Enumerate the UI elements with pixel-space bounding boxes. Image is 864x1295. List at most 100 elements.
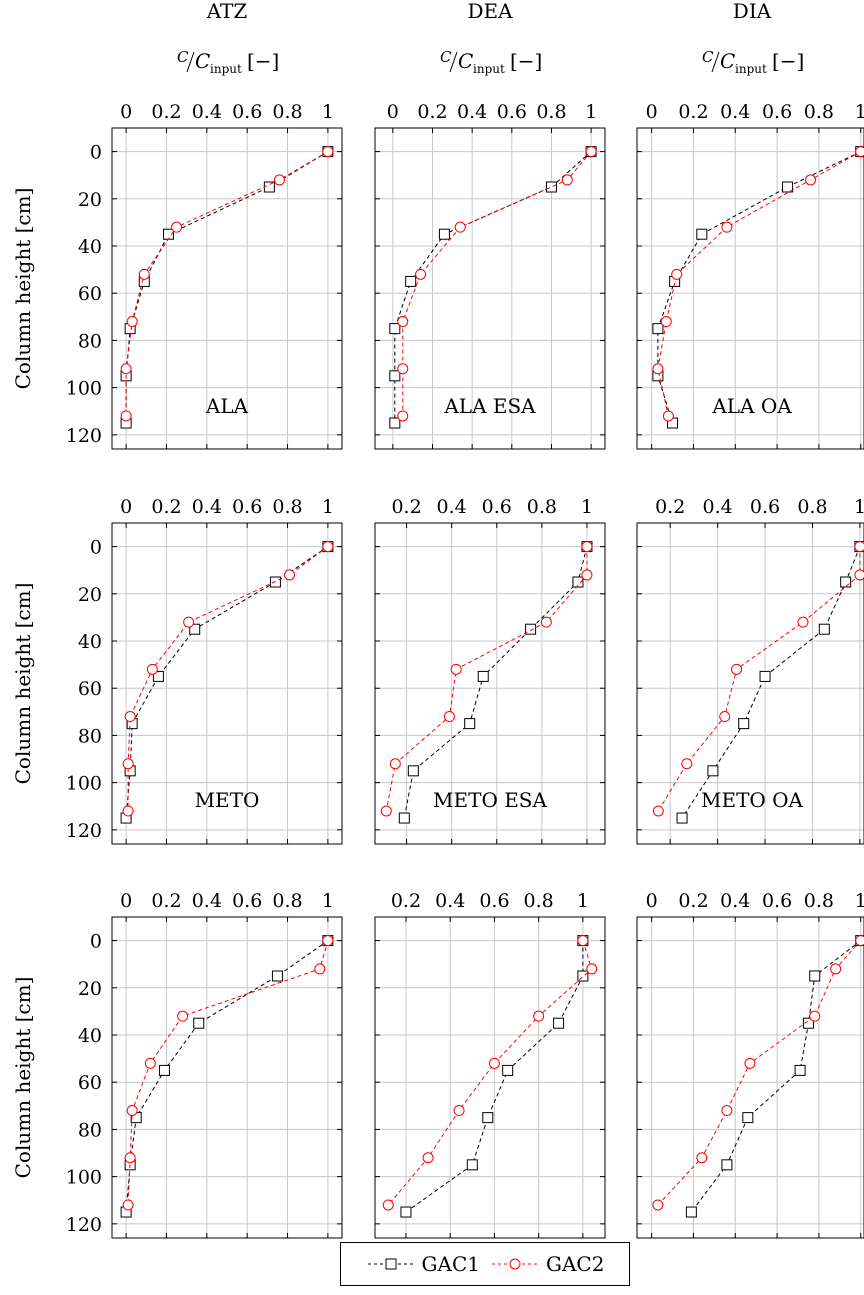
data-point-gac2	[397, 363, 409, 375]
data-point-gac2	[671, 268, 683, 280]
data-point-gac1	[738, 718, 750, 730]
subplot-ala: ALA 0 0.2 0.4 0.6 0.8 1 0 20 40 60 80 100 120 Column h…	[11, 394, 343, 845]
data-point-gac1	[407, 765, 419, 777]
x-tick-label: 0.6	[762, 101, 792, 123]
data-point-gac1	[398, 812, 410, 824]
data-point-gac2	[322, 146, 334, 158]
data-point-gac2	[124, 1152, 136, 1164]
data-point-gac1	[809, 970, 821, 982]
data-point-gac2	[389, 758, 401, 770]
subplot-title: DEA	[467, 0, 513, 23]
data-point-gac2	[273, 174, 285, 186]
data-point-gac2	[854, 541, 864, 553]
y-tick-label: 100	[66, 773, 102, 795]
data-point-gac2	[415, 268, 427, 280]
data-point-gac2	[854, 569, 864, 581]
y-tick-label: 20	[78, 189, 102, 211]
subplot-meto: METO 0 0.2 0.4 0.6 0.8 1 0 20 40 60 80 100 120 Column …	[11, 788, 343, 1239]
x-tick-label: 0.6	[479, 890, 509, 912]
y-tick-label: 60	[78, 678, 102, 700]
data-point-gac2	[120, 410, 132, 422]
data-point-gac1	[158, 1064, 170, 1076]
data-point-gac2	[177, 1010, 189, 1022]
series-group	[120, 146, 334, 429]
x-tick-label: 0	[387, 101, 399, 123]
x-tick-label: 0.4	[437, 496, 467, 518]
series-group	[652, 935, 864, 1218]
x-tick-label: 0.8	[804, 101, 834, 123]
x-tick-label: 1	[577, 890, 589, 912]
x-tick-label: 0	[120, 101, 132, 123]
x-tick-label: 0.2	[391, 890, 421, 912]
data-point-gac1	[389, 417, 401, 429]
series-line-gac1	[125, 151, 329, 423]
x-tick-label: 0	[646, 890, 658, 912]
data-point-gac2	[660, 316, 672, 328]
x-axis-label-numerator: C	[702, 48, 714, 66]
x-tick-label: 0.2	[151, 101, 181, 123]
plot-frame	[374, 916, 606, 1239]
series-group	[652, 541, 864, 824]
data-point-gac1	[502, 1064, 514, 1076]
data-point-gac1	[482, 1112, 494, 1124]
data-point-gac2	[488, 1057, 500, 1069]
x-tick-label: 0.8	[527, 496, 557, 518]
x-axis-label-denominator: C	[195, 49, 210, 73]
legend: GAC1 GAC2	[340, 1242, 630, 1286]
x-axis-label-slash	[449, 51, 458, 73]
data-point-gac1	[389, 323, 401, 335]
x-tick-label: 0.6	[232, 890, 262, 912]
x-tick-label: 0	[120, 496, 132, 518]
subplot-title: ALA	[205, 394, 249, 418]
plot-frame	[111, 127, 343, 450]
data-point-gac2	[744, 1057, 756, 1069]
x-axis-label-denominator: C	[720, 49, 735, 73]
data-point-gac2	[830, 963, 842, 975]
y-axis-label: Column height [cm]	[11, 583, 35, 785]
data-point-gac1	[577, 970, 589, 982]
data-point-gac1	[271, 970, 283, 982]
data-point-gac1	[802, 1017, 814, 1029]
subplot-title: ALA OA	[711, 394, 792, 418]
data-point-gac1	[389, 370, 401, 382]
data-point-gac1	[400, 1206, 412, 1218]
x-axis-label-unit: [−]	[510, 49, 542, 73]
series-line-gac2	[402, 151, 592, 416]
subplot-meto-esa: METO ESA 0.2 0.4 0.6 0.8 1	[374, 788, 606, 1239]
series-line-gac2	[657, 151, 861, 417]
data-point-gac1	[193, 1017, 205, 1029]
plot-frame	[374, 127, 606, 450]
plot-frame	[636, 916, 864, 1239]
y-axis-label: Column height [cm]	[11, 977, 35, 1179]
y-tick-label: 60	[78, 283, 102, 305]
data-point-gac2	[662, 410, 674, 422]
data-point-gac1	[545, 181, 557, 193]
legend-gac1-label: GAC1	[421, 1252, 480, 1276]
x-tick-label: 0	[646, 101, 658, 123]
y-tick-label: 60	[78, 1072, 102, 1094]
data-point-gac2	[126, 316, 138, 328]
data-point-gac2	[138, 268, 150, 280]
y-tick-label: 20	[78, 978, 102, 1000]
series-line-gac2	[125, 151, 329, 416]
y-tick-label: 100	[66, 1167, 102, 1189]
x-tick-label: 0.6	[762, 890, 792, 912]
x-tick-label: 0.2	[151, 496, 181, 518]
x-tick-label: 0.6	[497, 101, 527, 123]
x-axis-label-subscript: input	[210, 62, 242, 76]
legend-item-gac1: GAC1	[366, 1252, 480, 1276]
y-tick-label: 80	[78, 725, 102, 747]
legend-gac2-swatch	[492, 1258, 538, 1270]
subplot-title: ALA ESA	[443, 394, 536, 418]
subplot-title: METO OA	[701, 788, 804, 812]
data-point-gac1	[794, 1064, 806, 1076]
data-point-gac2	[454, 221, 466, 233]
data-point-gac2	[443, 711, 455, 723]
data-point-gac2	[397, 410, 409, 422]
data-point-gac2	[314, 963, 326, 975]
data-point-gac2	[122, 805, 134, 817]
x-tick-label: 0.2	[655, 496, 685, 518]
data-point-gac2	[450, 663, 462, 675]
